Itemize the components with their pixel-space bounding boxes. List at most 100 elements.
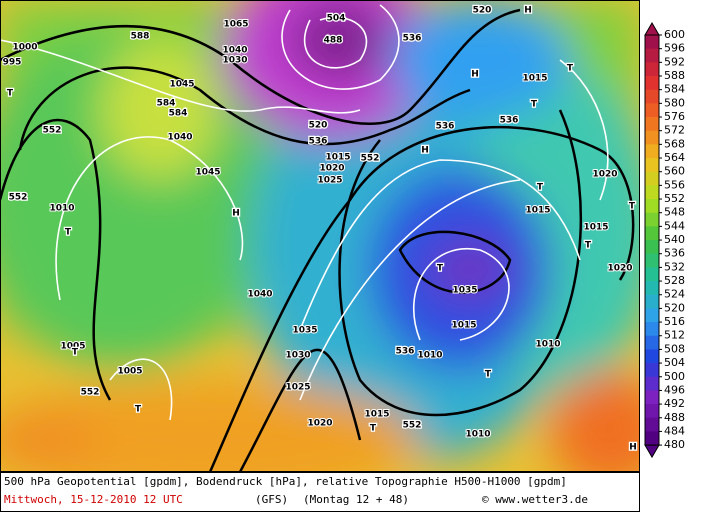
colorbar-label: 492	[664, 397, 685, 410]
footer-description: 500 hPa Geopotential [gpdm], Bodendruck …	[4, 475, 567, 488]
map-label: T	[437, 264, 444, 274]
map-field	[1, 1, 639, 471]
map-label: 1000	[12, 43, 37, 53]
colorbar-label: 536	[664, 247, 685, 260]
colorbar-label: 504	[664, 356, 685, 369]
colorbar-segment	[645, 240, 659, 255]
map-label: 584	[157, 99, 176, 109]
map-label: 1010	[535, 340, 560, 350]
colorbar-segment	[645, 253, 659, 268]
map-label: T	[629, 202, 636, 212]
colorbar-label: 568	[664, 137, 685, 150]
map-label: 588	[131, 32, 150, 42]
map-label: 1030	[285, 351, 310, 361]
map-label: 1010	[417, 351, 442, 361]
map-label: 520	[473, 6, 492, 16]
map-label: 1015	[325, 153, 350, 163]
colorbar-segment	[645, 76, 659, 91]
colorbar-label: 588	[664, 69, 685, 82]
map-label: 584	[169, 109, 188, 119]
map-label: 504	[327, 14, 346, 24]
colorbar-segment	[645, 417, 659, 432]
footer-model: (GFS)	[255, 493, 288, 506]
colorbar-label: 552	[664, 192, 685, 205]
map-label: 1005	[117, 367, 142, 377]
colorbar-segment	[645, 212, 659, 227]
map-label: T	[65, 228, 72, 238]
colorbar-label: 592	[664, 55, 685, 68]
colorbar-label: 528	[664, 274, 685, 287]
map-label: 1035	[292, 326, 317, 336]
map-label: 488	[324, 36, 343, 46]
colorbar-label: 520	[664, 301, 685, 314]
map-label: 1010	[49, 204, 74, 214]
colorbar-label: 516	[664, 315, 685, 328]
colorbar-segment	[645, 226, 659, 241]
colorbar-segment	[645, 171, 659, 186]
colorbar-label: 556	[664, 178, 685, 191]
map-label: T	[72, 348, 79, 358]
colorbar-label: 596	[664, 42, 685, 55]
map-label: T	[485, 370, 492, 380]
map-label: 536	[436, 122, 455, 132]
colorbar-label: 532	[664, 260, 685, 273]
footer-date: Mittwoch, 15-12-2010 12 UTC	[4, 493, 183, 506]
colorbar: 6005965925885845805765725685645605565525…	[644, 22, 685, 459]
map-label: T	[135, 405, 142, 415]
map-label: 536	[309, 137, 328, 147]
map-label: T	[585, 241, 592, 251]
colorbar-segment	[645, 322, 659, 337]
map-label: T	[537, 183, 544, 193]
colorbar-segment	[645, 62, 659, 77]
map-label: 1015	[451, 321, 476, 331]
colorbar-segment	[645, 335, 659, 350]
map-label: 552	[43, 126, 62, 136]
colorbar-segment	[645, 308, 659, 323]
map-label: 1045	[169, 80, 194, 90]
map-label: 1010	[465, 430, 490, 440]
map-label: 1065	[223, 20, 248, 30]
colorbar-label: 488	[664, 411, 685, 424]
colorbar-label: 544	[664, 219, 685, 232]
colorbar-label: 484	[664, 424, 685, 437]
map-label: 1015	[522, 74, 547, 84]
map-label: 1030	[222, 56, 247, 66]
colorbar-label: 480	[664, 438, 685, 451]
map-label: H	[232, 209, 240, 219]
colorbar-label: 524	[664, 288, 685, 301]
map-label: 536	[403, 34, 422, 44]
map-label: H	[629, 443, 637, 453]
colorbar-label: 564	[664, 151, 685, 164]
colorbar-segment	[645, 48, 659, 63]
colorbar-segment	[645, 404, 659, 419]
map-label: 1020	[319, 164, 344, 174]
map-label: 1045	[195, 168, 220, 178]
map-label: 1015	[525, 206, 550, 216]
colorbar-label: 548	[664, 206, 685, 219]
colorbar-segment	[645, 267, 659, 282]
map-label: 1035	[452, 286, 477, 296]
map-label: H	[471, 70, 479, 80]
map-label: 552	[81, 388, 100, 398]
map-label: 995	[3, 58, 22, 68]
colorbar-segment	[645, 390, 659, 405]
colorbar-segment	[645, 185, 659, 200]
map-frame	[0, 0, 640, 472]
map-label: 1020	[307, 419, 332, 429]
colorbar-label: 580	[664, 96, 685, 109]
colorbar-label: 576	[664, 110, 685, 123]
colorbar-segment	[645, 144, 659, 159]
colorbar-segment	[645, 431, 659, 446]
map-label: 1025	[285, 383, 310, 393]
colorbar-segment	[645, 89, 659, 104]
map-label: 536	[396, 347, 415, 357]
colorbar-segment	[645, 349, 659, 364]
pressure-contours	[1, 4, 609, 421]
map-label: 552	[9, 193, 28, 203]
map-label: T	[370, 424, 377, 434]
map-label: H	[524, 6, 532, 16]
colorbar-top-arrow	[644, 22, 660, 36]
colorbar-label: 600	[664, 28, 685, 41]
map-label: T	[7, 89, 14, 99]
map-label: 1005	[60, 342, 85, 352]
